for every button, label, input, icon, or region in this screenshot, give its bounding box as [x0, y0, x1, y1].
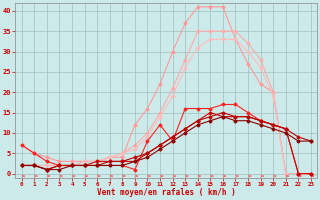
- X-axis label: Vent moyen/en rafales ( km/h ): Vent moyen/en rafales ( km/h ): [97, 188, 236, 197]
